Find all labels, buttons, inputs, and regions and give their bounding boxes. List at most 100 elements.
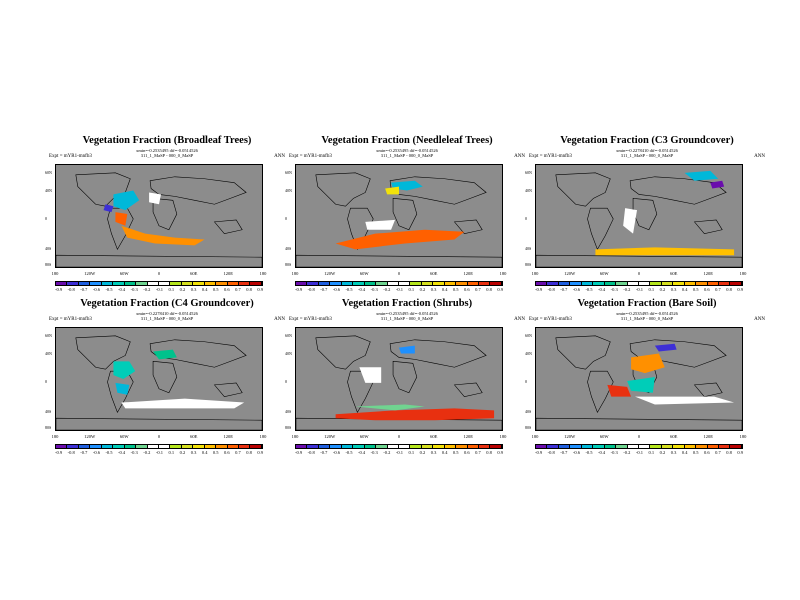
lon-label: 120W [564, 271, 576, 276]
colorbar-swatch [467, 282, 479, 285]
lat-label: 60N [525, 333, 532, 338]
colorbar-swatch [433, 445, 445, 448]
colorbar-swatch [650, 282, 662, 285]
colorbar-label: 0.6 [704, 450, 710, 455]
colorbar-label: 0.3 [670, 450, 677, 455]
colorbar-swatch [376, 282, 388, 285]
colorbar-swatch [547, 445, 559, 448]
colorbar-label: 0.3 [670, 287, 677, 292]
lon-label: 60E [190, 434, 198, 439]
colorbar-label: -0.9 [295, 287, 303, 292]
colorbar-labels: -0.9 -0.8 -0.7 -0.6 -0.5 -0.4 -0.3 -0.2 -0.1 0.1 0… [295, 450, 503, 455]
lon-label: 60W [599, 271, 609, 276]
colorbar-swatch [330, 445, 342, 448]
colorbar-swatch [627, 445, 639, 448]
colorbar-swatch [593, 282, 605, 285]
colorbar [535, 281, 743, 286]
lat-label: 40S [285, 409, 292, 414]
colorbar-label: 0.5 [692, 287, 699, 292]
colorbar-labels: -0.9 -0.8 -0.7 -0.6 -0.5 -0.4 -0.3 -0.2 -0.1 0.1 0… [295, 287, 503, 292]
colorbar-label: -0.4 [118, 287, 126, 292]
panel-info: xmin=-0.2535495 dif=-0.0514526 311_1_MaSP… [136, 148, 198, 158]
colorbar-swatch [421, 445, 434, 448]
anomaly-region [607, 384, 632, 397]
lon-label: 60E [430, 271, 438, 276]
colorbar-label: 0.7 [715, 450, 721, 455]
colorbar-label: 0.1 [648, 450, 655, 455]
colorbar-label: -0.2 [623, 450, 631, 455]
lon-label: 120W [324, 271, 336, 276]
lat-label: 40N [45, 351, 52, 356]
lon-label: 60W [119, 271, 129, 276]
season-label: ANN [754, 154, 765, 159]
anomaly-region [335, 229, 465, 250]
colorbar-swatch [239, 445, 251, 448]
colorbar-label: -0.1 [395, 287, 403, 292]
colorbar-swatch [101, 445, 114, 448]
colorbar-swatch [444, 445, 457, 448]
experiment-label: Expt = mYR1-mnfb3 [289, 154, 332, 159]
lat-label: 60N [525, 170, 532, 175]
colorbar-label: 0.7 [475, 287, 481, 292]
panel-title: Vegetation Fraction (Needleleaf Trees) [321, 135, 493, 146]
anomaly-region [654, 343, 677, 352]
anomaly-region [113, 190, 140, 211]
colorbar-swatch [296, 445, 308, 448]
colorbar-swatch [684, 445, 697, 448]
colorbar-label: 0.9 [737, 450, 743, 455]
lat-label: 80S [285, 262, 292, 267]
colorbar-label: 0.8 [726, 287, 732, 292]
colorbar-swatch [376, 445, 388, 448]
anomaly-region [115, 212, 128, 226]
panel-info: xmin=-0.2278410 dif=-0.0514526 311_1_MaSP… [136, 311, 198, 321]
panel-info: xmin=-0.2535495 dif=-0.0514526 311_1_MaSP… [376, 311, 438, 321]
colorbar-swatch [227, 282, 239, 285]
map-frame [535, 164, 743, 268]
lat-label: 60N [285, 333, 292, 338]
lon-label: 60E [670, 434, 678, 439]
colorbar-label: -0.8 [307, 287, 315, 292]
anomaly-region [684, 170, 719, 181]
colorbar-swatch [410, 282, 422, 285]
map-canvas [296, 328, 502, 430]
lon-label: 120W [84, 434, 96, 439]
colorbar-swatch [124, 282, 137, 285]
lon-label: 0 [157, 434, 161, 439]
lat-label: 40S [285, 246, 292, 251]
colorbar-swatch [696, 445, 708, 448]
lat-label: 60N [45, 170, 52, 175]
colorbar-label: -0.9 [535, 287, 543, 292]
colorbar-label: 0.8 [486, 287, 492, 292]
colorbar-label: 0.4 [441, 450, 448, 455]
coastline [107, 207, 134, 251]
colorbar-label: 0.4 [441, 287, 448, 292]
colorbar-swatch [673, 445, 685, 448]
colorbar-label: 0.8 [726, 450, 732, 455]
lat-label: 40N [285, 188, 292, 193]
colorbar-swatch [593, 445, 605, 448]
anomaly-region [149, 192, 161, 205]
colorbar-label: -0.6 [92, 287, 100, 292]
lon-label: 60W [599, 434, 609, 439]
colorbar-swatch [421, 282, 434, 285]
colorbar-label: -0.2 [383, 450, 391, 455]
colorbar-label: -0.1 [155, 287, 163, 292]
colorbar-label: 0.5 [452, 450, 459, 455]
colorbar-swatch [490, 445, 502, 448]
colorbar-label: 0.2 [659, 287, 666, 292]
colorbar-swatch [616, 445, 628, 448]
anomaly-region [595, 247, 735, 256]
lon-label: 180 [739, 434, 747, 439]
colorbar-swatch [410, 445, 422, 448]
coastline [629, 339, 727, 368]
season-label: ANN [514, 154, 525, 159]
lon-label: 60E [670, 271, 678, 276]
map-canvas [56, 328, 262, 430]
colorbar-swatch [673, 282, 685, 285]
colorbar-swatch [147, 282, 159, 285]
anomaly-region [113, 361, 136, 379]
colorbar-label: -0.1 [155, 450, 163, 455]
colorbar-swatch [136, 282, 148, 285]
colorbar [55, 444, 263, 449]
colorbar-swatch [364, 445, 377, 448]
